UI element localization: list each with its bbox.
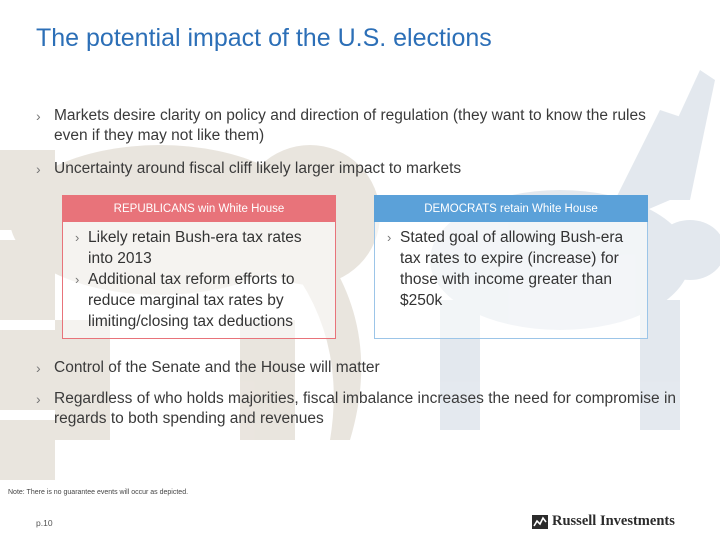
bullet-markets-clarity: › Markets desire clarity on policy and di… bbox=[36, 106, 676, 146]
republicans-item: Additional tax reform efforts to reduce … bbox=[88, 271, 295, 330]
chevron-right-icon: › bbox=[387, 230, 392, 245]
chevron-right-icon: › bbox=[36, 391, 41, 407]
democrats-body: › Stated goal of allowing Bush-era tax ra… bbox=[374, 222, 648, 339]
republicans-header: REPUBLICANS win White House bbox=[62, 195, 336, 222]
logo-mark-icon bbox=[532, 514, 548, 529]
chevron-right-icon: › bbox=[36, 108, 41, 124]
bullet-text: Regardless of who holds majorities, fisc… bbox=[54, 390, 677, 427]
bullet-text: Markets desire clarity on policy and dir… bbox=[54, 107, 646, 144]
bullet-fiscal-cliff: › Uncertainty around fiscal cliff likely … bbox=[36, 159, 676, 179]
page-number: p.10 bbox=[36, 518, 53, 528]
democrats-item: Stated goal of allowing Bush-era tax rat… bbox=[400, 229, 624, 309]
bullet-fiscal-imbalance: › Regardless of who holds majorities, fis… bbox=[36, 389, 676, 429]
bullet-congress-control: › Control of the Senate and the House wil… bbox=[36, 358, 676, 378]
democrats-box: DEMOCRATS retain White House › Stated goa… bbox=[374, 195, 648, 339]
chevron-right-icon: › bbox=[36, 161, 41, 177]
chevron-right-icon: › bbox=[75, 272, 80, 287]
bullet-text: Uncertainty around fiscal cliff likely l… bbox=[54, 160, 462, 177]
democrats-header: DEMOCRATS retain White House bbox=[374, 195, 648, 222]
republicans-body: › Likely retain Bush-era tax rates into 2… bbox=[62, 222, 336, 339]
republicans-box: REPUBLICANS win White House › Likely reta… bbox=[62, 195, 336, 339]
bullet-text: Control of the Senate and the House will… bbox=[54, 359, 380, 376]
footnote: Note: There is no guarantee events will … bbox=[8, 489, 189, 496]
chevron-right-icon: › bbox=[75, 230, 80, 245]
logo-text: Russell Investments bbox=[552, 513, 675, 529]
russell-investments-logo: Russell Investments bbox=[532, 513, 675, 530]
slide-title: The potential impact of the U.S. electio… bbox=[36, 24, 492, 52]
chevron-right-icon: › bbox=[36, 360, 41, 376]
republicans-item: Likely retain Bush-era tax rates into 20… bbox=[88, 229, 302, 267]
